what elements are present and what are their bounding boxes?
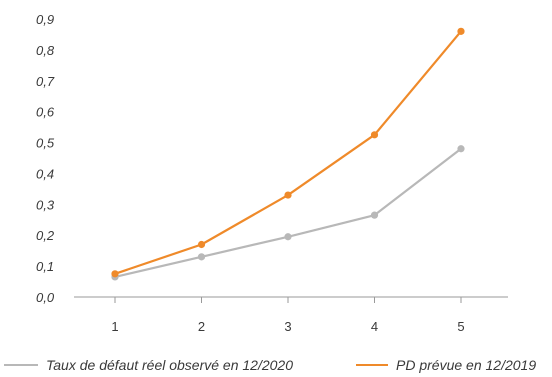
y-tick-label: 0,7 [36,74,55,89]
x-tick-label: 5 [457,319,464,334]
legend-label: Taux de défaut réel observé en 12/2020 [46,357,293,373]
y-tick-label: 0,5 [36,136,55,151]
series-1-point [284,233,292,241]
y-tick-label: 0,1 [36,259,54,274]
y-tick-label: 0,8 [36,43,55,58]
series-2-point [197,240,206,249]
series-line-1 [114,147,462,278]
series-1-point [370,211,379,219]
y-tick-label: 0,4 [36,166,54,181]
y-tick-label: 0,2 [36,228,55,243]
series-2-point [111,270,119,278]
x-tick-label: 2 [198,319,205,334]
x-tick-label: 3 [284,319,291,334]
y-tick-label: 0,6 [36,105,55,120]
y-tick-label: 0,0 [36,290,55,305]
series-2-point [284,191,292,199]
series-1-point [457,145,465,153]
x-tick-label: 4 [371,319,378,334]
series-2-point [370,131,379,139]
y-tick-label: 0,3 [36,197,55,212]
legend-label: PD prévue en 12/2019 [396,357,536,373]
x-tick-label: 1 [111,319,118,334]
series-2-point [457,27,465,35]
y-tick-label: 0,9 [36,12,54,27]
series-1-point [197,253,206,261]
